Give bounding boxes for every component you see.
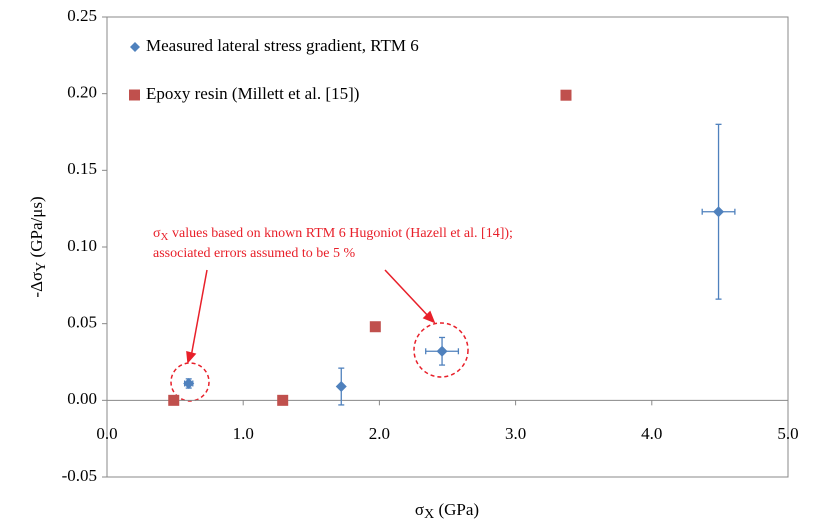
point [713,206,725,218]
x-tick-label: 0.0 [96,424,117,443]
y-tick-label: 0.10 [67,236,97,255]
x-tick-label: 4.0 [641,424,662,443]
highlight-circle [413,322,469,378]
y-axis-label-part: Y [34,262,49,272]
highlight-circle [170,362,210,402]
point [335,381,347,393]
legend-label: Epoxy resin (Millett et al. [15]) [146,84,359,103]
annotation-part: values based on known RTM 6 Hugoniot (Ha… [169,226,513,241]
x-tick-label: 1.0 [233,424,254,443]
y-tick-label: 0.05 [67,313,97,332]
legend-label: Measured lateral stress gradient, RTM 6 [146,36,419,55]
point [168,394,180,406]
y-tick-label: 0.15 [67,159,97,178]
y-tick-label: -0.05 [62,466,97,485]
annotation-graphics [170,269,469,402]
point [277,394,289,406]
x-tick-label: 3.0 [505,424,526,443]
y-axis-label: -ΔσY (GPa/μs) [27,196,50,297]
y-axis-label-part: -Δσ [27,272,46,298]
point [183,377,195,389]
arrow-head [186,351,197,364]
annotation: σX values based on known RTM 6 Hugoniot … [153,226,513,243]
point [436,345,448,357]
x-axis-label-part: X [424,507,434,522]
y-axis-label-part: (GPa/μs) [27,196,46,261]
x-tick-label: 5.0 [777,424,798,443]
x-axis-label-part: σ [415,500,424,519]
arrow [190,269,208,358]
y-tick-label: 0.20 [67,83,97,102]
annotation-part: X [161,231,169,243]
arrow [384,269,431,319]
annotation-part: σ [153,226,161,241]
legend-marker [130,42,140,52]
y-tick-label: 0.25 [67,6,97,25]
x-axis-label: σX (GPa) [415,500,479,523]
y-tick-label: 0.00 [67,389,97,408]
arrow-head [422,310,436,324]
annotation: associated errors assumed to be 5 % [153,246,355,261]
x-tick-label: 2.0 [369,424,390,443]
x-axis-label-part: (GPa) [434,500,479,519]
legend-marker [129,89,140,101]
point [560,89,572,101]
point [369,321,381,333]
